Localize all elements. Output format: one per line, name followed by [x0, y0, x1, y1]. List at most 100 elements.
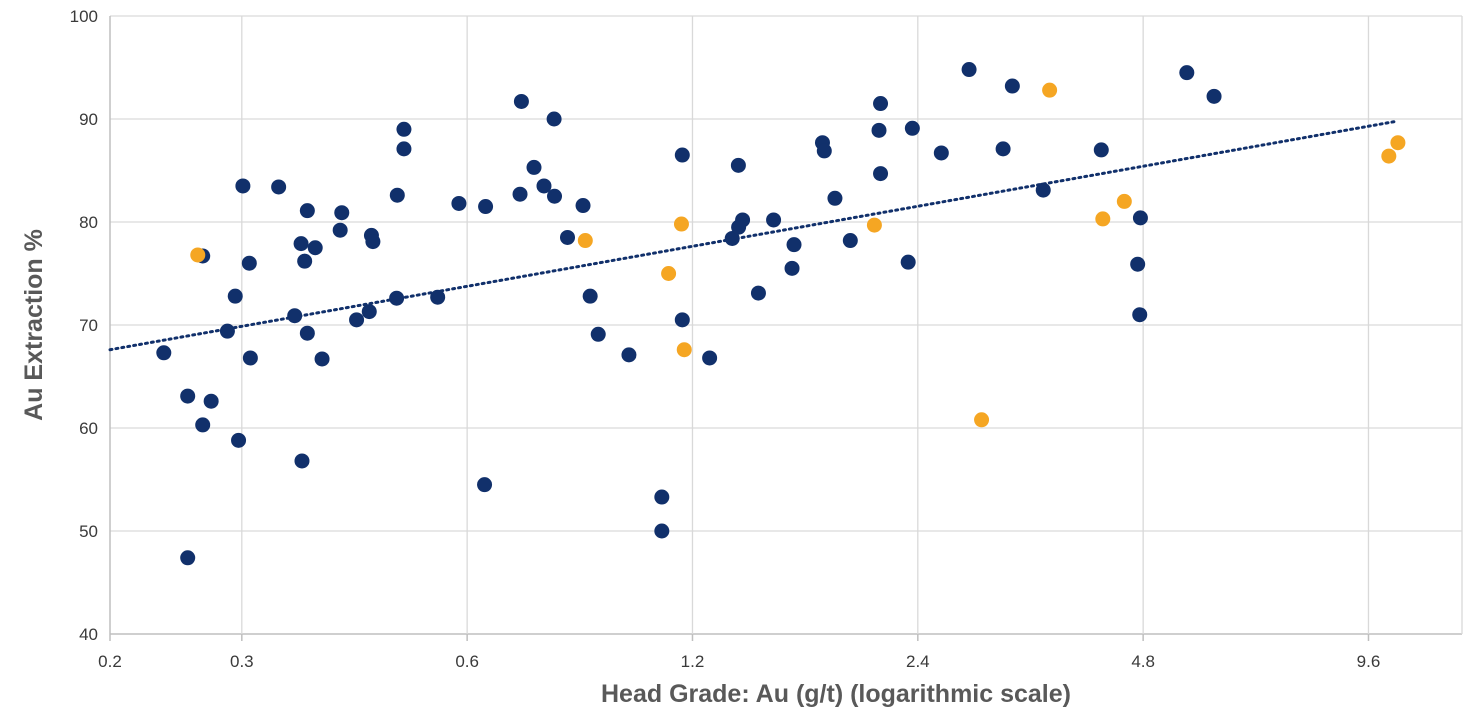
data-point-series-1 — [1179, 65, 1195, 81]
data-point-series-1 — [396, 121, 412, 137]
data-point-series-1 — [871, 122, 887, 138]
data-point-series-1 — [203, 393, 219, 409]
data-point-series-1 — [227, 288, 243, 304]
data-point-series-2 — [673, 216, 689, 232]
x-axis-title: Head Grade: Au (g/t) (logarithmic scale) — [601, 680, 1071, 708]
data-point-series-1 — [293, 236, 309, 252]
data-point-series-1 — [478, 199, 494, 215]
data-point-series-1 — [547, 188, 563, 204]
data-point-series-2 — [1116, 193, 1132, 209]
data-point-series-1 — [873, 96, 889, 112]
data-point-series-1 — [241, 255, 257, 271]
data-point-series-1 — [396, 141, 412, 157]
data-point-series-1 — [242, 350, 258, 366]
data-point-series-1 — [575, 198, 591, 214]
x-tick-label: 4.8 — [1131, 652, 1155, 671]
data-point-series-2 — [974, 412, 990, 428]
data-point-series-1 — [1132, 210, 1148, 226]
y-tick-label: 60 — [79, 419, 98, 438]
data-point-series-1 — [1206, 88, 1222, 104]
y-tick-label: 50 — [79, 522, 98, 541]
x-tick-label: 2.4 — [906, 652, 930, 671]
data-point-series-1 — [1004, 78, 1020, 94]
data-point-series-1 — [299, 203, 315, 219]
data-point-series-1 — [271, 179, 287, 195]
data-point-series-1 — [156, 345, 172, 361]
data-point-series-2 — [676, 342, 692, 358]
data-point-series-1 — [654, 523, 670, 539]
x-tick-label: 0.2 — [98, 652, 122, 671]
data-point-series-1 — [546, 111, 562, 127]
y-tick-label: 100 — [70, 7, 98, 26]
data-point-series-1 — [361, 304, 377, 320]
data-point-series-1 — [430, 289, 446, 305]
data-point-series-2 — [1095, 211, 1111, 227]
data-point-series-1 — [827, 190, 843, 206]
x-tick-label: 0.3 — [230, 652, 254, 671]
data-point-series-1 — [654, 489, 670, 505]
data-point-series-1 — [307, 240, 323, 256]
data-point-series-1 — [334, 205, 350, 221]
data-point-series-1 — [219, 323, 235, 339]
data-point-series-1 — [1132, 307, 1148, 323]
data-point-series-1 — [314, 351, 330, 367]
x-tick-label: 0.6 — [455, 652, 479, 671]
data-point-series-1 — [560, 229, 576, 245]
data-point-series-1 — [294, 453, 310, 469]
data-point-series-1 — [195, 417, 211, 433]
data-point-series-1 — [451, 195, 467, 211]
data-point-series-1 — [735, 212, 751, 228]
data-points — [156, 62, 1406, 566]
data-point-series-1 — [786, 237, 802, 253]
y-tick-label: 90 — [79, 110, 98, 129]
data-point-series-1 — [180, 388, 196, 404]
data-point-series-1 — [299, 325, 315, 341]
data-point-series-1 — [349, 312, 365, 328]
x-tick-label: 9.6 — [1357, 652, 1381, 671]
x-tick-label: 1.2 — [681, 652, 705, 671]
data-point-series-1 — [231, 432, 247, 448]
data-point-series-1 — [766, 212, 782, 228]
data-point-series-1 — [526, 159, 542, 175]
data-point-series-1 — [180, 550, 196, 566]
data-point-series-1 — [702, 350, 718, 366]
data-point-series-1 — [900, 254, 916, 270]
data-point-series-1 — [961, 62, 977, 78]
data-point-series-2 — [190, 247, 206, 263]
y-tick-label: 80 — [79, 213, 98, 232]
data-point-series-1 — [287, 308, 303, 324]
data-point-series-1 — [1093, 142, 1109, 158]
data-point-series-1 — [724, 230, 740, 246]
data-point-series-1 — [297, 253, 313, 269]
data-point-series-2 — [1381, 148, 1397, 164]
data-point-series-1 — [621, 347, 637, 363]
data-point-series-1 — [842, 233, 858, 249]
y-tick-label: 70 — [79, 316, 98, 335]
data-point-series-1 — [995, 141, 1011, 157]
data-point-series-2 — [1390, 135, 1406, 151]
data-point-series-1 — [582, 288, 598, 304]
y-axis-title: Au Extraction % — [20, 229, 48, 421]
data-point-series-1 — [730, 157, 746, 173]
data-point-series-1 — [873, 166, 889, 182]
data-point-series-1 — [784, 260, 800, 276]
data-point-series-2 — [661, 266, 677, 281]
data-point-series-1 — [332, 222, 348, 238]
axes — [109, 634, 1370, 641]
data-point-series-1 — [933, 145, 949, 161]
data-point-series-1 — [512, 186, 528, 202]
data-point-series-1 — [674, 312, 690, 328]
data-point-series-1 — [1130, 256, 1146, 272]
data-point-series-1 — [513, 93, 529, 109]
data-point-series-1 — [904, 120, 920, 136]
data-point-series-1 — [674, 147, 690, 163]
data-point-series-1 — [389, 290, 405, 306]
data-point-series-1 — [536, 178, 552, 194]
trendline — [108, 119, 1400, 352]
data-point-series-1 — [1035, 182, 1051, 198]
data-point-series-1 — [816, 143, 832, 159]
y-tick-label: 40 — [79, 625, 98, 644]
grid-lines — [109, 15, 1463, 635]
data-point-series-1 — [389, 187, 405, 203]
